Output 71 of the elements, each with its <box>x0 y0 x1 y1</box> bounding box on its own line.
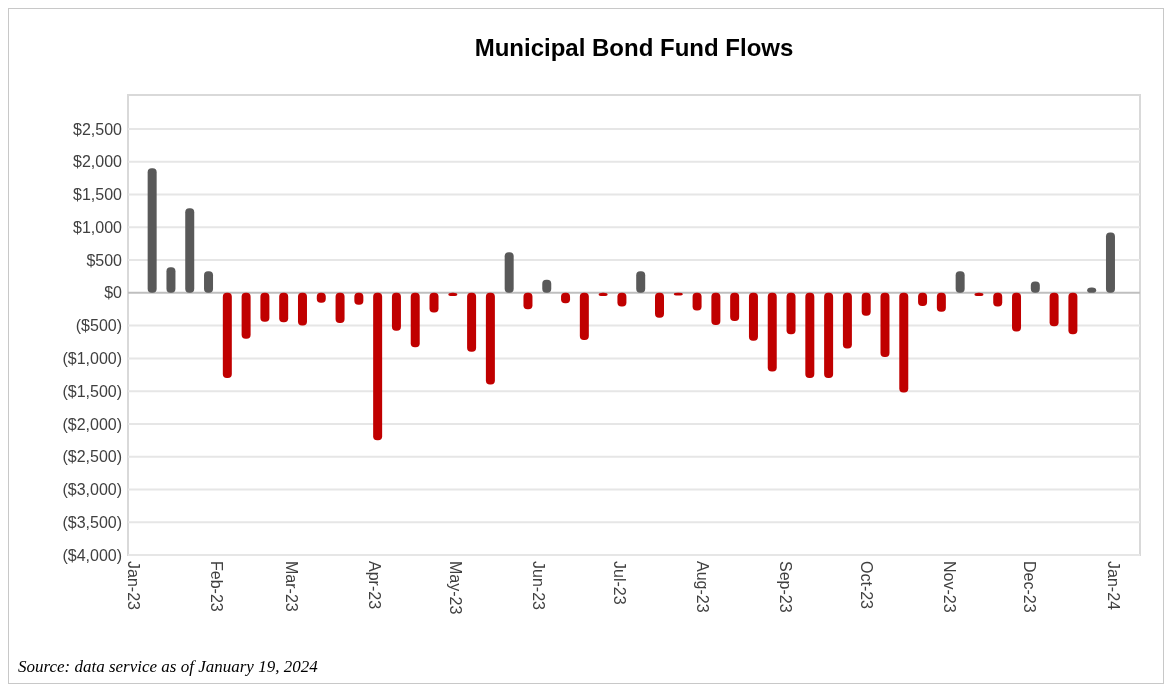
x-tick-label: May-23 <box>446 561 464 615</box>
y-tick-label: $2,500 <box>73 120 123 138</box>
bar <box>504 252 514 293</box>
bar <box>730 292 740 322</box>
bar <box>655 292 664 318</box>
bar <box>523 292 533 310</box>
y-tick-label: $1,500 <box>73 186 123 204</box>
bar <box>805 292 815 379</box>
bar <box>185 208 195 293</box>
bar <box>880 292 890 358</box>
bar <box>786 292 796 335</box>
bar <box>1068 292 1078 335</box>
x-tick-label: Sep-23 <box>777 561 795 613</box>
bar <box>1012 292 1022 332</box>
bar <box>1105 232 1115 293</box>
bar <box>147 168 157 293</box>
x-tick-label: Jan-24 <box>1104 561 1122 611</box>
y-tick-label: ($500) <box>75 317 122 335</box>
x-tick-label: Jan-23 <box>124 561 142 611</box>
bar <box>936 292 946 312</box>
bar <box>636 271 646 293</box>
bar <box>899 292 909 393</box>
bar <box>467 292 477 352</box>
bar <box>748 292 758 341</box>
y-tick-label: $1,000 <box>73 218 123 236</box>
x-tick-label: Jun-23 <box>530 561 548 611</box>
y-tick-label: ($1,500) <box>62 382 122 400</box>
bar <box>861 292 871 316</box>
x-tick-label: Nov-23 <box>940 561 958 613</box>
bar <box>279 292 289 323</box>
bar <box>692 292 702 311</box>
bar <box>260 292 270 322</box>
bar <box>485 292 495 385</box>
bar <box>410 292 420 348</box>
bar <box>1030 281 1040 293</box>
x-tick-label: Dec-23 <box>1021 561 1039 613</box>
bar <box>166 267 176 293</box>
y-tick-label: ($2,500) <box>62 448 122 466</box>
bar <box>842 292 852 349</box>
y-tick-label: ($3,500) <box>62 513 122 531</box>
bar <box>429 292 439 313</box>
y-tick-label: $500 <box>86 251 123 269</box>
bar <box>241 292 251 339</box>
bar <box>335 292 345 323</box>
x-tick-label: Aug-23 <box>693 561 711 613</box>
bar <box>391 292 401 331</box>
bar <box>222 292 232 379</box>
source-note: Source: data service as of January 19, 2024 <box>18 657 319 676</box>
y-tick-label: ($3,000) <box>62 481 122 499</box>
x-tick-label: Oct-23 <box>857 561 875 610</box>
chart-title: Municipal Bond Fund Flows <box>474 34 794 61</box>
x-tick-label: Apr-23 <box>366 561 384 610</box>
bar <box>542 279 552 293</box>
y-tick-label: $2,000 <box>73 153 123 171</box>
x-tick-label: Mar-23 <box>283 561 301 612</box>
y-tick-label: ($2,000) <box>62 415 122 433</box>
y-tick-label: ($4,000) <box>62 546 122 564</box>
bar <box>711 292 721 325</box>
x-tick-label: Jul-23 <box>610 561 628 605</box>
bar <box>767 292 777 372</box>
bar <box>955 271 965 293</box>
bar <box>1049 292 1059 327</box>
bar <box>297 292 307 326</box>
y-tick-label: ($1,000) <box>62 349 122 367</box>
bar <box>993 292 1003 307</box>
x-tick-label: Feb-23 <box>207 561 225 612</box>
bar <box>373 292 383 441</box>
bar <box>824 292 834 379</box>
y-tick-label: $0 <box>104 284 123 302</box>
bar <box>204 271 214 293</box>
bar <box>579 292 589 341</box>
